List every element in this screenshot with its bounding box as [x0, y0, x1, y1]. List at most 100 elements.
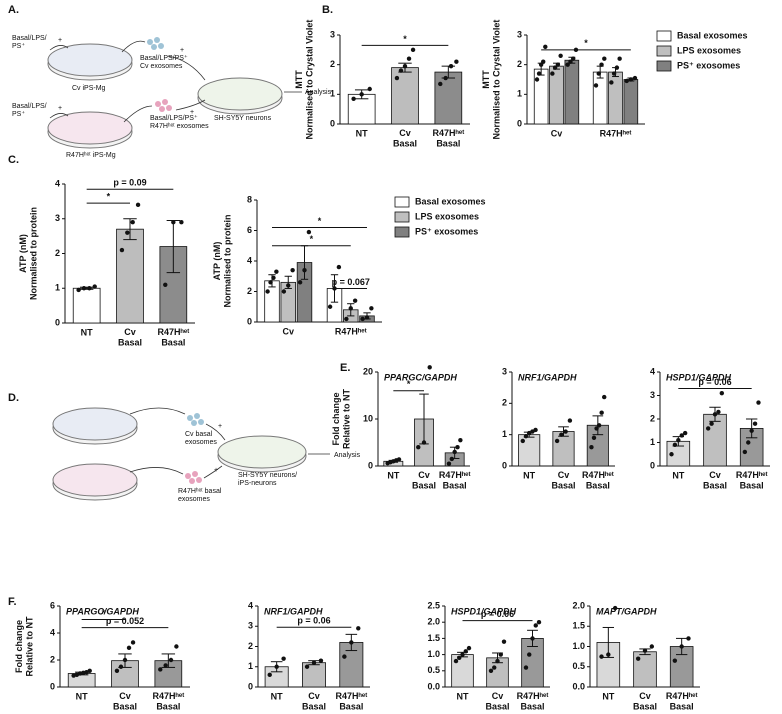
y-tick-label: 2.0	[572, 600, 585, 610]
y-tick-label: 0.5	[427, 665, 440, 675]
y-axis-label: MTTNormalised to Crystal Violet	[294, 20, 314, 140]
diagram-a: Basal/LPS/PS⁺ + Cv iPS-Mg Basal/LPS/PS⁺ C…	[12, 35, 332, 159]
data-point	[158, 667, 163, 672]
arrow	[129, 407, 186, 415]
x-tick-label: NT	[271, 691, 283, 701]
y-tick-label: 8	[247, 194, 252, 204]
x-tick-label: NT	[457, 691, 469, 701]
x-tick-label: NT	[387, 470, 399, 480]
data-point	[348, 306, 353, 311]
x-tick-label: NT	[81, 327, 93, 337]
data-point	[571, 56, 576, 61]
y-tick-label: 1.0	[572, 641, 585, 651]
dish	[47, 111, 133, 145]
data-point	[716, 409, 721, 415]
data-point	[265, 289, 270, 294]
x-tick-label: R47Hʰᵉᵗ Basal	[158, 327, 190, 347]
data-point	[367, 86, 372, 92]
data-point	[349, 640, 354, 645]
significance-label: *	[310, 234, 314, 244]
chart: 0 1 2 3 MTTNormalised to Crystal Violet NT Cv B…	[294, 20, 470, 149]
data-point	[274, 269, 279, 274]
y-tick-label: 20	[363, 366, 373, 376]
x-tick-label: Cv Basal	[412, 470, 436, 490]
y-tick-label: 2	[247, 286, 252, 296]
significance-label: *	[102, 608, 106, 618]
dish	[47, 43, 133, 77]
data-point	[746, 440, 751, 445]
y-tick-label: 6	[247, 225, 252, 235]
data-point	[672, 442, 678, 448]
chart-title: PPARGC/GAPDH	[384, 372, 457, 382]
dish	[217, 435, 307, 469]
panel-label: C.	[8, 154, 19, 166]
y-tick-label: 3	[248, 621, 253, 631]
data-point	[501, 639, 507, 644]
data-point	[130, 640, 136, 645]
data-point	[286, 283, 291, 288]
dish	[52, 407, 138, 441]
data-point	[555, 62, 561, 67]
data-point	[402, 63, 408, 69]
data-point	[602, 56, 607, 61]
x-tick-label: R47Hʰᵉᵗ	[600, 128, 632, 138]
y-tick-label: 4	[50, 627, 55, 637]
data-point	[624, 78, 629, 84]
data-point	[274, 664, 279, 669]
data-point	[676, 437, 681, 443]
data-point	[593, 83, 599, 88]
data-point	[267, 672, 272, 678]
y-tick-label: 0.0	[427, 681, 440, 691]
panel-label: F.	[8, 596, 17, 608]
significance-label: p = 0.09	[113, 178, 146, 188]
data-point	[311, 660, 317, 665]
y-axis-label: MTTNormalised to Crystal Violet	[481, 20, 501, 140]
data-point	[406, 56, 412, 61]
data-point	[87, 286, 92, 291]
label: Analysis	[334, 452, 361, 459]
y-tick-label: 10	[363, 413, 373, 423]
x-tick-label: R47Hʰᵉᵗ	[335, 326, 367, 336]
y-axis-label: ATP (nM)Normalised to protein	[212, 214, 232, 307]
data-point	[458, 437, 463, 443]
bar	[72, 287, 101, 324]
data-point	[297, 280, 303, 285]
data-point	[756, 400, 761, 405]
data-point	[749, 428, 754, 433]
y-tick-label: 3	[55, 213, 60, 223]
data-point	[567, 418, 573, 423]
x-tick-label: R47Hʰᵉᵗ Basal	[153, 691, 185, 711]
x-tick-label: NT	[523, 470, 535, 480]
legend-label: LPS exosomes	[415, 211, 479, 221]
data-point	[466, 645, 472, 651]
arrow	[167, 55, 206, 81]
y-tick-label: 3	[330, 29, 335, 39]
legend-swatch	[656, 30, 672, 42]
y-tick-label: 1	[55, 283, 60, 293]
arrow	[203, 465, 223, 479]
chart: 0.0 0.5 1.0 1.5 2.0 2.5 HSPD1/GAPDH NT Cv Basal R4…	[427, 600, 550, 712]
data-point	[174, 644, 179, 649]
data-point	[171, 220, 176, 225]
y-tick-label: 0	[650, 460, 655, 470]
data-point	[119, 247, 125, 253]
bar	[434, 71, 463, 125]
y-tick-label: 1	[248, 661, 253, 671]
chart-title: NRF1/GAPDH	[264, 606, 323, 616]
panel-label: E.	[340, 362, 350, 374]
data-point	[611, 71, 617, 76]
data-point	[449, 456, 455, 462]
y-tick-label: 0	[247, 316, 252, 326]
exosomes	[187, 413, 204, 426]
data-point	[589, 445, 594, 450]
label: SH-SY5Y neurons/iPS-neurons	[238, 472, 297, 487]
data-point	[669, 452, 674, 457]
chart: 0.0 0.5 1.0 1.5 2.0 MAPT/GAPDH NT Cv Basal R47Hʰᵉ…	[572, 600, 700, 712]
data-point	[596, 71, 601, 76]
legend-swatch	[656, 45, 672, 57]
data-point	[709, 421, 714, 426]
data-point	[168, 657, 174, 663]
data-point	[495, 658, 500, 664]
y-tick-label: 2.0	[427, 617, 440, 627]
diagram-d: Cv basal exosomes + R47Hʰᵉᵗ basal exosomes…	[52, 407, 361, 503]
